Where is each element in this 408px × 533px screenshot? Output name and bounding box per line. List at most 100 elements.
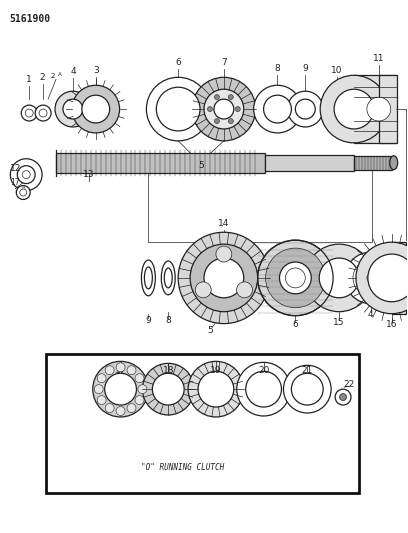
Circle shape	[146, 77, 210, 141]
Circle shape	[334, 89, 374, 129]
Text: 16: 16	[386, 320, 397, 329]
Circle shape	[35, 105, 51, 121]
Text: 3: 3	[93, 66, 99, 75]
Circle shape	[368, 254, 408, 302]
Circle shape	[16, 185, 30, 199]
Circle shape	[188, 361, 244, 417]
Bar	[392, 242, 406, 314]
Circle shape	[138, 385, 147, 394]
Ellipse shape	[161, 261, 175, 295]
Text: 9: 9	[146, 316, 151, 325]
Bar	[325, 93, 349, 125]
Text: 22: 22	[344, 380, 355, 389]
Circle shape	[152, 373, 184, 405]
Circle shape	[105, 373, 136, 405]
Circle shape	[305, 244, 373, 312]
Circle shape	[127, 403, 136, 413]
Circle shape	[287, 91, 323, 127]
Bar	[354, 75, 396, 143]
Circle shape	[208, 107, 213, 111]
Circle shape	[21, 105, 37, 121]
Circle shape	[215, 94, 220, 100]
Circle shape	[97, 395, 106, 405]
Text: 19: 19	[210, 366, 222, 375]
Bar	[46, 354, 359, 494]
Circle shape	[319, 258, 359, 298]
Circle shape	[135, 374, 144, 383]
Bar	[379, 75, 397, 143]
Circle shape	[10, 159, 42, 190]
Text: A: A	[22, 184, 26, 190]
Text: 12: 12	[10, 164, 21, 173]
Circle shape	[215, 119, 220, 124]
Ellipse shape	[142, 260, 155, 296]
Circle shape	[320, 75, 388, 143]
Text: 21: 21	[302, 366, 313, 375]
Circle shape	[204, 89, 244, 129]
Text: 10: 10	[331, 66, 343, 75]
Circle shape	[291, 373, 323, 405]
Circle shape	[216, 246, 232, 262]
Circle shape	[195, 282, 211, 298]
Circle shape	[93, 361, 149, 417]
Circle shape	[97, 374, 106, 383]
Circle shape	[178, 232, 270, 324]
Circle shape	[25, 109, 33, 117]
Circle shape	[214, 99, 234, 119]
Circle shape	[20, 189, 27, 196]
Circle shape	[94, 385, 103, 394]
Circle shape	[190, 244, 257, 312]
Text: 4: 4	[368, 310, 374, 319]
Circle shape	[17, 166, 35, 183]
Text: 13: 13	[83, 169, 95, 179]
Circle shape	[63, 99, 83, 119]
Text: 15: 15	[333, 318, 345, 327]
Circle shape	[237, 362, 290, 416]
Bar	[264, 155, 354, 171]
Circle shape	[72, 85, 120, 133]
Circle shape	[246, 372, 282, 407]
Text: 2: 2	[51, 73, 55, 79]
Bar	[149, 168, 372, 242]
Text: 6: 6	[293, 320, 298, 329]
Circle shape	[116, 363, 125, 372]
Text: 1: 1	[27, 75, 32, 84]
Text: "O" RUNNING CLUTCH: "O" RUNNING CLUTCH	[141, 463, 224, 472]
Text: 2: 2	[39, 73, 45, 82]
Circle shape	[156, 87, 200, 131]
Circle shape	[353, 260, 389, 296]
Circle shape	[228, 119, 233, 124]
Circle shape	[135, 395, 144, 405]
Circle shape	[257, 240, 333, 316]
Circle shape	[254, 85, 302, 133]
Ellipse shape	[144, 267, 152, 289]
Circle shape	[286, 268, 305, 288]
Text: 18: 18	[162, 366, 174, 375]
Circle shape	[198, 372, 234, 407]
Text: 5: 5	[198, 161, 204, 170]
Circle shape	[116, 407, 125, 416]
Circle shape	[204, 258, 244, 298]
Bar	[354, 156, 392, 169]
Circle shape	[266, 248, 325, 308]
Circle shape	[55, 91, 91, 127]
Text: 7: 7	[221, 59, 227, 67]
Text: A: A	[58, 72, 62, 77]
Circle shape	[235, 107, 240, 111]
Circle shape	[367, 97, 391, 121]
Text: 8: 8	[275, 64, 280, 74]
Text: 5161900: 5161900	[9, 14, 51, 24]
Circle shape	[105, 403, 114, 413]
Text: 20: 20	[258, 366, 269, 375]
Circle shape	[345, 252, 397, 304]
Text: 17: 17	[11, 177, 20, 187]
Circle shape	[105, 366, 114, 375]
Circle shape	[264, 95, 291, 123]
Circle shape	[142, 364, 194, 415]
Text: 4: 4	[70, 67, 76, 76]
Circle shape	[39, 109, 47, 117]
Circle shape	[356, 242, 408, 314]
Text: 8: 8	[165, 316, 171, 325]
Ellipse shape	[390, 156, 398, 169]
Circle shape	[279, 262, 311, 294]
